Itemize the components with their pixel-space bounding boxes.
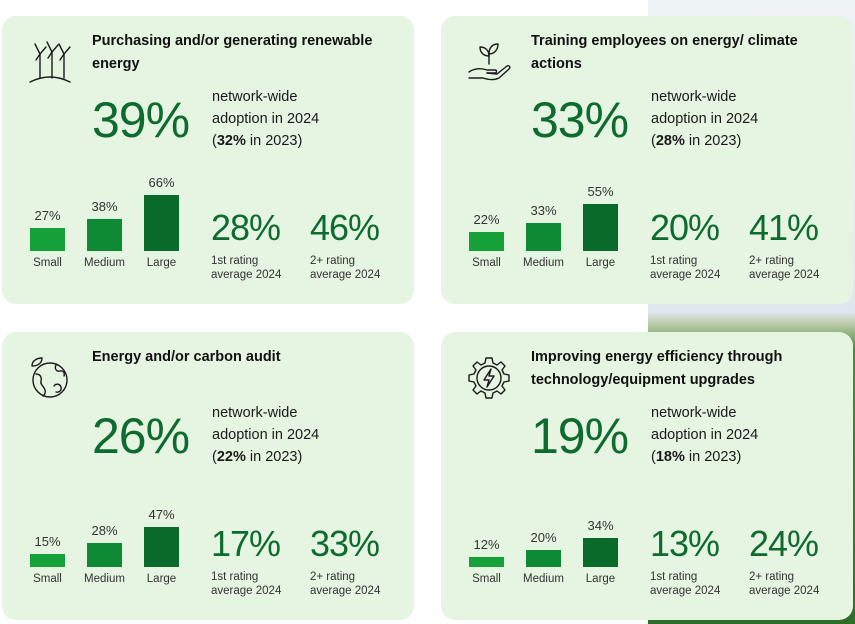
headline-value: 39% — [92, 92, 190, 148]
rating-label: 2+ rating average 2024 — [310, 255, 381, 281]
headline-value: 26% — [92, 408, 190, 464]
first-rating-stat: 17% 1st rating average 2024 — [211, 524, 281, 598]
rating-label: 2+ rating average 2024 — [749, 571, 820, 597]
first-rating-stat: 28% 1st rating average 2024 — [211, 208, 281, 282]
bar-value-label: 20% — [530, 530, 557, 545]
bar-value-label: 38% — [91, 199, 118, 214]
bar-small — [30, 554, 65, 567]
bar-value-label: 34% — [587, 518, 614, 533]
bar-category-label: Small — [33, 573, 62, 585]
rating-value: 17% — [211, 523, 281, 564]
previous-year-value: 22% — [216, 449, 246, 465]
metric-card: Purchasing and/or generating renewable e… — [2, 16, 414, 304]
metric-card: Training employees on energy/ climate ac… — [441, 16, 853, 304]
card-title: Improving energy efficiency through tech… — [531, 349, 783, 388]
card-title: Training employees on energy/ climate ac… — [531, 33, 798, 72]
adoption-line: network-wide — [212, 89, 298, 105]
adoption-text: network-wide adoption in 2024 (28% in 2023… — [651, 86, 831, 152]
rating-label: 1st rating average 2024 — [650, 255, 721, 281]
previous-year-value: 18% — [655, 449, 685, 465]
bar-category-label: Small — [472, 257, 501, 269]
rating-label: 2+ rating average 2024 — [310, 571, 381, 597]
repeat-rating-stat: 33% 2+ rating average 2024 — [310, 524, 380, 598]
rating-value: 24% — [749, 523, 819, 564]
bar-medium — [526, 550, 561, 567]
rating-label: 1st rating average 2024 — [650, 571, 721, 597]
repeat-rating-stat: 46% 2+ rating average 2024 — [310, 208, 380, 282]
globe-leaf-icon — [26, 354, 74, 402]
first-rating-stat: 13% 1st rating average 2024 — [650, 524, 720, 598]
repeat-rating-stat: 41% 2+ rating average 2024 — [749, 208, 819, 282]
bar-value-label: 47% — [148, 507, 175, 522]
adoption-line: network-wide — [212, 405, 298, 421]
previous-year-value: 28% — [655, 133, 685, 149]
bar-medium — [526, 223, 561, 251]
bar-value-label: 66% — [148, 175, 175, 190]
bar-category-label: Large — [146, 573, 177, 585]
bar-value-label: 28% — [91, 523, 118, 538]
adoption-line: network-wide — [651, 89, 737, 105]
rating-label: 1st rating average 2024 — [211, 571, 282, 597]
bar-category-label: Large — [585, 573, 616, 585]
bar-category-label: Small — [33, 257, 62, 269]
bar-small — [30, 228, 65, 251]
metric-card: Energy and/or carbon audit 26% network-wid… — [2, 332, 414, 620]
bar-large — [583, 204, 618, 251]
bar-large — [583, 538, 618, 567]
adoption-line: adoption in 2024 — [651, 427, 759, 443]
adoption-text: network-wide adoption in 2024 (18% in 2023… — [651, 402, 831, 468]
previous-year-line: (28% in 2023) — [651, 133, 742, 149]
bar-value-label: 15% — [34, 534, 61, 549]
bar-category-label: Medium — [523, 257, 564, 269]
bar-value-label: 12% — [473, 537, 500, 552]
rating-value: 33% — [310, 523, 380, 564]
rating-value: 28% — [211, 207, 281, 248]
adoption-line: adoption in 2024 — [212, 427, 320, 443]
bar-small — [469, 232, 504, 251]
bar-value-label: 55% — [587, 184, 614, 199]
first-rating-stat: 20% 1st rating average 2024 — [650, 208, 720, 282]
card-title: Purchasing and/or generating renewable e… — [92, 33, 373, 72]
rating-label: 1st rating average 2024 — [211, 255, 282, 281]
adoption-text: network-wide adoption in 2024 (22% in 2023… — [212, 402, 392, 468]
bar-category-label: Small — [472, 573, 501, 585]
bar-large — [144, 527, 179, 567]
bar-category-label: Medium — [523, 573, 564, 585]
bar-value-label: 33% — [530, 203, 557, 218]
bar-value-label: 22% — [473, 212, 500, 227]
bar-medium — [87, 543, 122, 567]
wind-turbine-icon — [26, 38, 74, 86]
previous-year-line: (18% in 2023) — [651, 449, 742, 465]
repeat-rating-stat: 24% 2+ rating average 2024 — [749, 524, 819, 598]
bar-category-label: Medium — [84, 573, 125, 585]
metric-card: Improving energy efficiency through tech… — [441, 332, 853, 620]
bar-medium — [87, 219, 122, 251]
bar-value-label: 27% — [34, 208, 61, 223]
adoption-line: adoption in 2024 — [651, 111, 759, 127]
previous-year-value: 32% — [216, 133, 246, 149]
bar-category-label: Large — [585, 257, 616, 269]
rating-value: 20% — [650, 207, 720, 248]
headline-value: 19% — [531, 408, 629, 464]
rating-value: 46% — [310, 207, 380, 248]
bar-large — [144, 195, 179, 251]
hand-plant-icon — [465, 38, 513, 86]
headline-value: 33% — [531, 92, 629, 148]
card-title: Energy and/or carbon audit — [92, 349, 281, 365]
gear-bolt-icon — [465, 354, 513, 402]
rating-value: 13% — [650, 523, 720, 564]
previous-year-line: (32% in 2023) — [212, 133, 303, 149]
bar-category-label: Large — [146, 257, 177, 269]
bar-small — [469, 557, 504, 567]
rating-value: 41% — [749, 207, 819, 248]
adoption-text: network-wide adoption in 2024 (32% in 2023… — [212, 86, 392, 152]
previous-year-line: (22% in 2023) — [212, 449, 303, 465]
rating-label: 2+ rating average 2024 — [749, 255, 820, 281]
adoption-line: network-wide — [651, 405, 737, 421]
adoption-line: adoption in 2024 — [212, 111, 320, 127]
bar-category-label: Medium — [84, 257, 125, 269]
